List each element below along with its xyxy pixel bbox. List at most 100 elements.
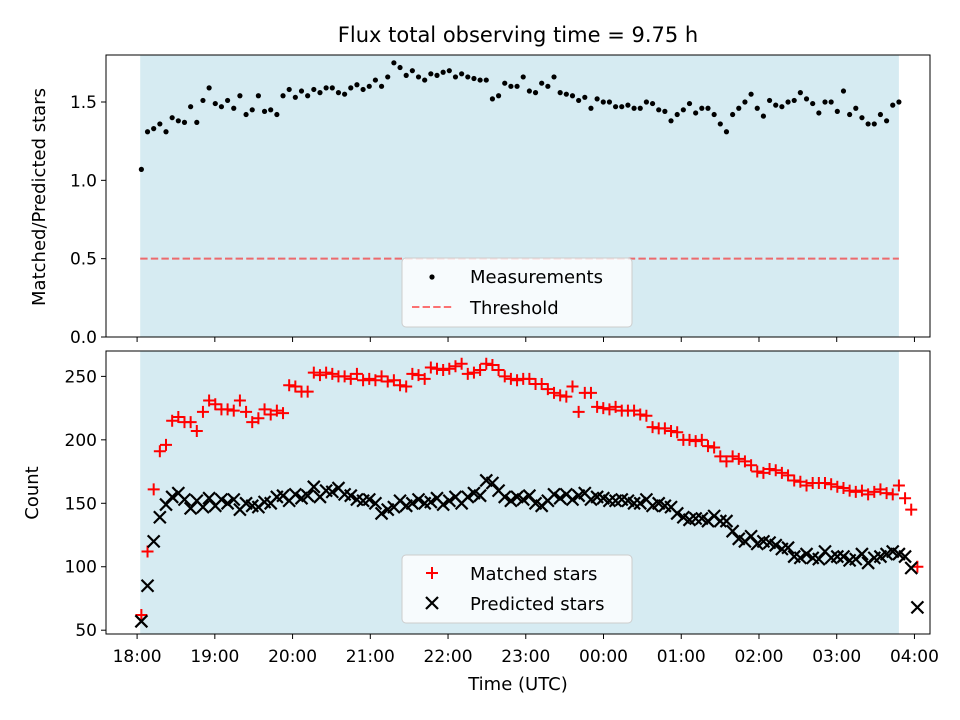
- predicted-star-point: [343, 488, 358, 503]
- matched-star-point: [437, 364, 450, 377]
- measurement-point: [637, 105, 643, 111]
- predicted-star-point: [553, 491, 567, 505]
- measurement-point: [206, 85, 212, 91]
- measurement-point: [730, 111, 736, 118]
- measurement-point: [791, 97, 797, 104]
- measurement-point: [292, 94, 298, 100]
- matched-star-point: [350, 367, 363, 380]
- matched-star-point: [221, 403, 234, 416]
- predicted-star-point: [461, 490, 475, 504]
- measurement-point: [810, 100, 816, 107]
- measurement-point: [600, 99, 606, 105]
- measurement-point: [157, 121, 163, 127]
- measurement-point: [576, 97, 582, 104]
- measurement-point: [662, 108, 668, 114]
- measurement-point: [545, 83, 551, 89]
- measurement-point: [163, 129, 169, 135]
- measurement-point: [773, 102, 779, 108]
- count-y-axis-label: Count: [22, 466, 43, 519]
- matched-star-point: [634, 408, 647, 421]
- matched-star-point: [782, 469, 795, 482]
- predicted-star-point: [300, 488, 315, 503]
- measurement-point: [563, 91, 569, 97]
- measurement-point: [705, 105, 711, 111]
- x-tick-label: 20:00: [268, 647, 317, 667]
- predicted-star-point: [910, 600, 925, 615]
- measurement-point: [508, 83, 514, 89]
- measurement-point: [766, 97, 773, 104]
- matched-star-point: [720, 455, 733, 468]
- measurement-point: [748, 91, 754, 97]
- measurement-point: [465, 74, 471, 80]
- measurement-point: [649, 100, 656, 107]
- measurement-point: [274, 111, 280, 118]
- predicted-star-point: [442, 493, 457, 508]
- measurement-point: [200, 97, 206, 104]
- matched-star-point: [732, 452, 745, 465]
- measurement-point: [606, 99, 613, 105]
- predicted-star-point: [374, 506, 389, 521]
- predicted-star-point: [153, 510, 167, 525]
- matched-star-point: [597, 402, 610, 415]
- matched-star-point: [252, 412, 265, 425]
- predicted-star-point: [140, 578, 155, 593]
- measurement-point: [397, 64, 403, 71]
- x-tick-label: 03:00: [812, 647, 861, 667]
- count-y-ticks: 50 100 150 200 250: [65, 367, 106, 641]
- measurement-point: [822, 99, 828, 105]
- measurement-point: [477, 77, 483, 83]
- x-tick-label: 19:00: [190, 647, 239, 667]
- matched-star-point: [277, 407, 290, 420]
- measurement-point: [625, 102, 631, 108]
- measurement-point: [385, 74, 391, 80]
- matched-star-point: [289, 380, 302, 393]
- predicted-star-point: [633, 496, 648, 511]
- matched-star-point: [855, 484, 868, 497]
- measurement-point: [175, 118, 181, 124]
- measurement-point: [760, 113, 767, 119]
- matched-star-point: [492, 364, 505, 377]
- measurement-point: [268, 107, 274, 113]
- matched-star-point: [196, 405, 209, 418]
- matched-star-point: [714, 450, 727, 463]
- measurement-point: [619, 104, 625, 110]
- measurement-point: [212, 100, 218, 107]
- y-tick-label: 200: [65, 431, 97, 451]
- y-tick-label: 1.0: [70, 171, 97, 191]
- matched-star-point: [498, 370, 511, 383]
- matched-star-point: [554, 389, 567, 402]
- ratio-panel: 0.0 0.5 1.0 1.5 Measurements Threshold: [70, 54, 931, 348]
- matched-star-point: [683, 433, 696, 446]
- measurement-point: [699, 105, 705, 111]
- predicted-star-point: [799, 547, 814, 561]
- measurement-point: [483, 77, 489, 83]
- predicted-star-point: [362, 492, 377, 507]
- measurement-point: [582, 94, 588, 100]
- measurement-point: [428, 71, 434, 77]
- matched-star-point: [467, 366, 480, 379]
- predicted-star-point: [288, 487, 303, 502]
- matched-star-point: [301, 385, 314, 398]
- matched-star-point: [270, 404, 283, 417]
- predicted-star-point: [411, 492, 426, 507]
- measurement-point: [495, 93, 502, 99]
- predicted-star-point: [226, 492, 241, 507]
- measurement-point: [816, 110, 822, 116]
- matched-star-point: [449, 360, 462, 373]
- predicted-star-point: [134, 614, 149, 629]
- measurement-point: [286, 86, 292, 93]
- count-legend: Matched stars Predicted stars: [401, 554, 633, 624]
- measurement-point: [532, 90, 539, 96]
- measurement-point: [643, 99, 649, 105]
- matched-star-point: [258, 403, 271, 416]
- legend-measurement-marker: [429, 274, 435, 280]
- matched-star-point: [640, 409, 653, 422]
- matched-stars-series: [135, 357, 924, 621]
- matched-star-point: [584, 386, 597, 399]
- measurement-point: [231, 105, 237, 111]
- measurement-point: [348, 85, 354, 91]
- matched-star-point: [763, 463, 776, 476]
- predicted-star-point: [214, 492, 229, 507]
- measurement-point: [859, 115, 865, 121]
- measurement-point: [415, 74, 422, 80]
